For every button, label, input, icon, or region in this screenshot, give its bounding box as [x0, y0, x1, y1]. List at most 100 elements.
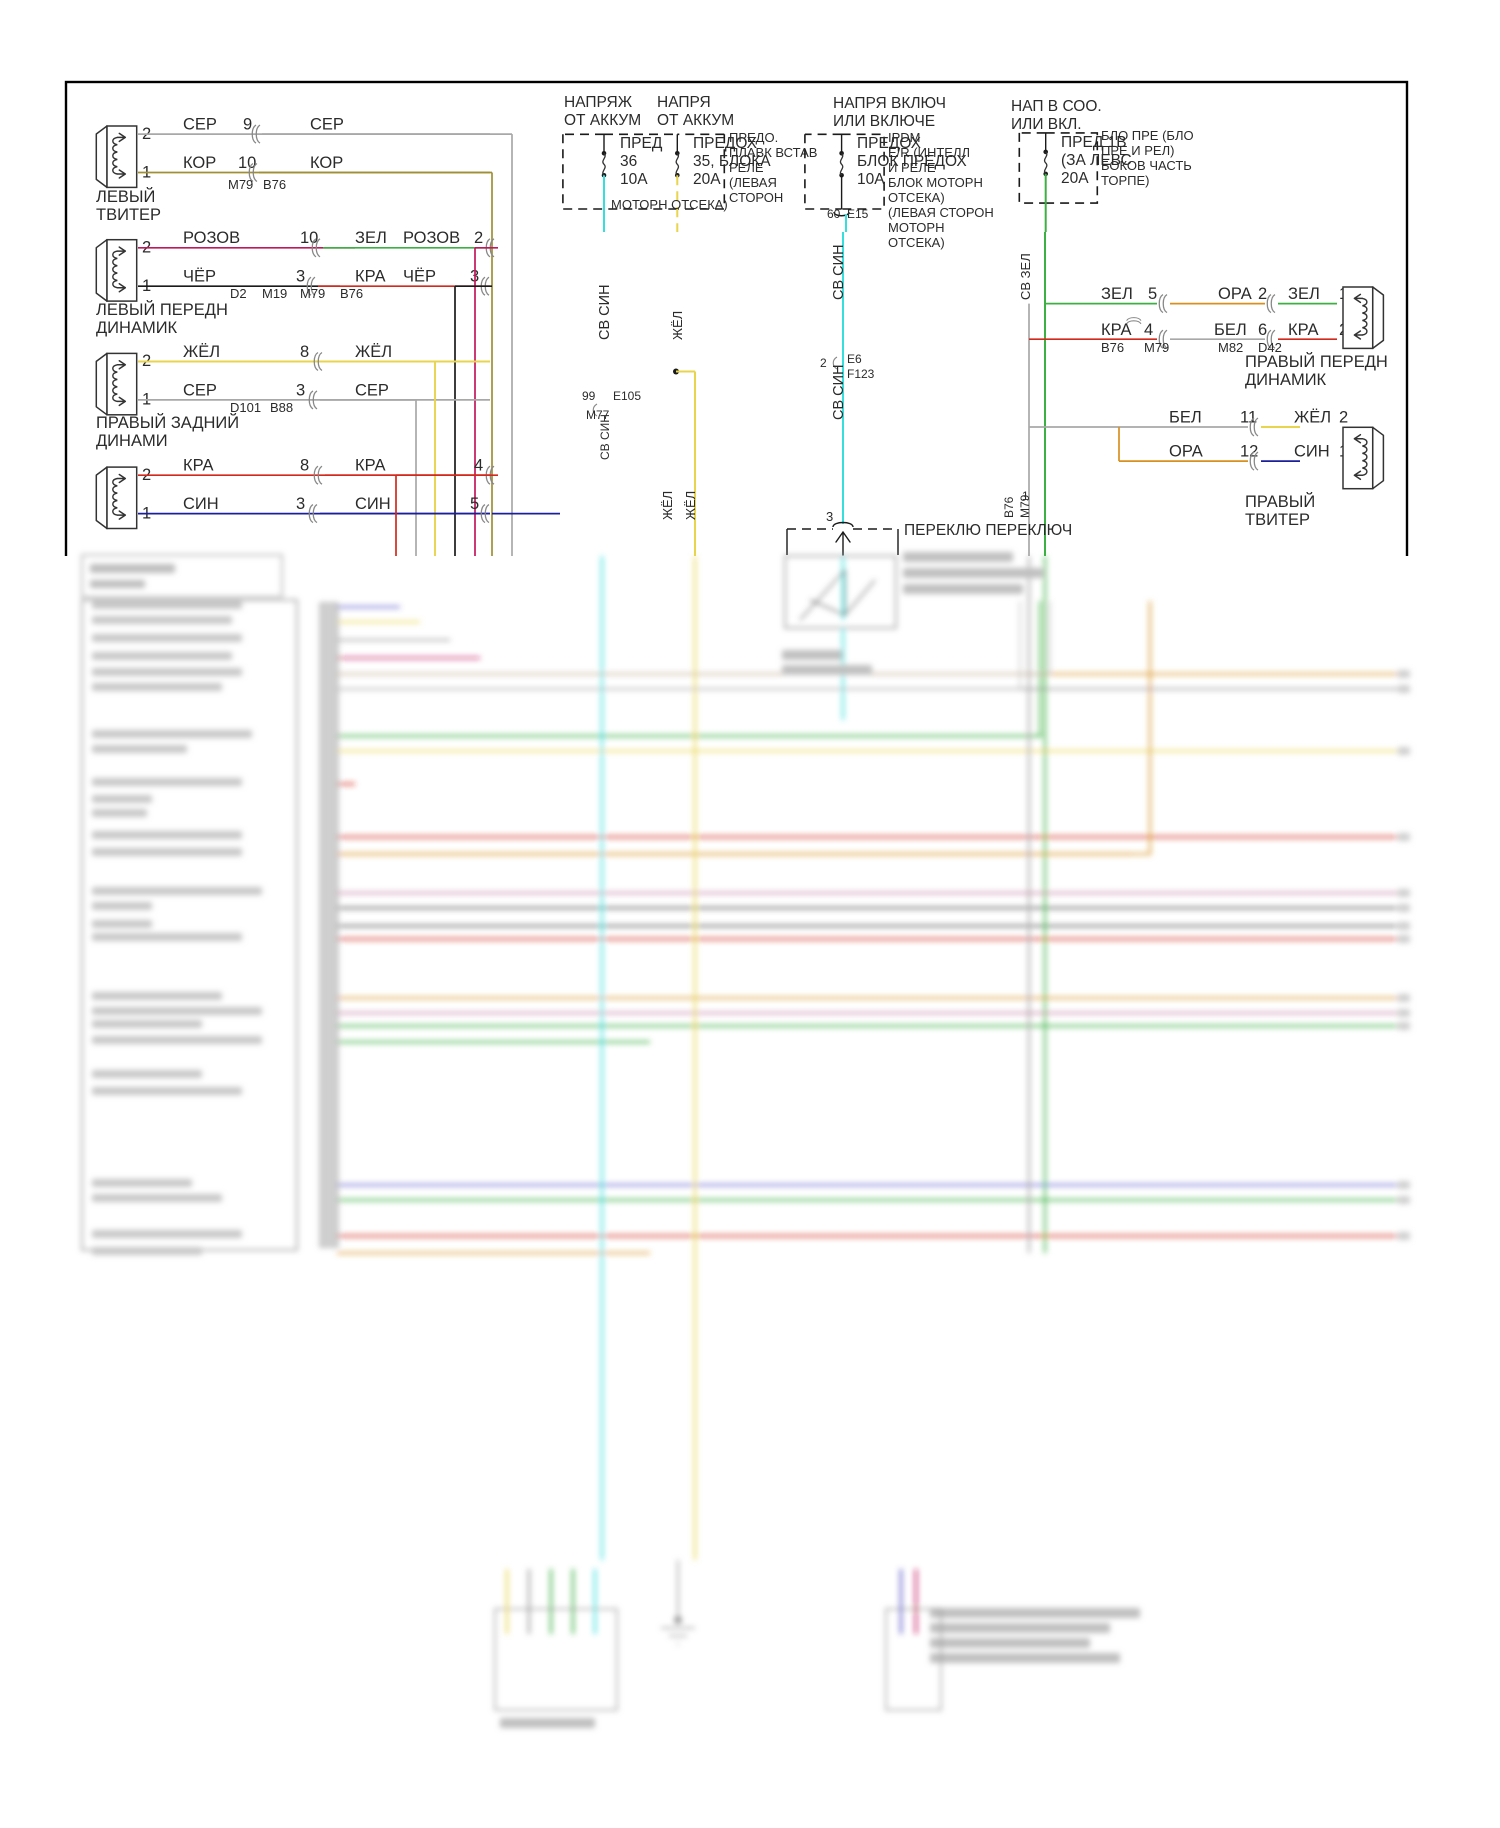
svg-text:СВ СИН: СВ СИН — [831, 244, 847, 300]
svg-text:ПРЕД: ПРЕД — [620, 135, 663, 152]
svg-text:ПРЕДО.: ПРЕДО. — [729, 130, 778, 145]
svg-text:10А: 10А — [857, 171, 885, 188]
svg-text:ЧЁР: ЧЁР — [183, 268, 216, 286]
svg-text:И РЕЛЕ: И РЕЛЕ — [888, 160, 936, 175]
svg-text:ОРА: ОРА — [1169, 443, 1203, 461]
svg-text:МОТОРН: МОТОРН — [888, 220, 944, 235]
svg-text:ОТСЕКА): ОТСЕКА) — [888, 235, 945, 250]
svg-text:ЖЁЛ: ЖЁЛ — [660, 491, 675, 520]
svg-text:D2: D2 — [230, 286, 247, 301]
svg-text:КРА: КРА — [355, 268, 386, 286]
svg-text:ОТСЕКА): ОТСЕКА) — [888, 190, 945, 205]
svg-text:БЛОК МОТОРН: БЛОК МОТОРН — [888, 175, 983, 190]
svg-text:НАПРЯ ВКЛЮЧ: НАПРЯ ВКЛЮЧ — [833, 95, 946, 112]
svg-text:КРА: КРА — [1288, 321, 1319, 339]
svg-text:B76: B76 — [263, 177, 286, 192]
svg-text:E15: E15 — [847, 207, 869, 221]
svg-text:ЖЁЛ: ЖЁЛ — [355, 343, 392, 361]
svg-text:2: 2 — [1339, 408, 1348, 426]
svg-text:ЛЕВЫЙ: ЛЕВЫЙ — [96, 187, 155, 206]
svg-text:МОТОРН ОТСЕКА): МОТОРН ОТСЕКА) — [611, 197, 728, 212]
svg-text:Е/R (ИНТЕЛЛ: Е/R (ИНТЕЛЛ — [888, 145, 970, 160]
svg-text:(ЛЕВАЯ СТОРОН: (ЛЕВАЯ СТОРОН — [888, 205, 994, 220]
svg-text:M79: M79 — [1144, 340, 1169, 355]
svg-text:НАПРЯЖ: НАПРЯЖ — [564, 94, 633, 111]
svg-text:КОР: КОР — [310, 154, 343, 172]
svg-text:20А: 20А — [1061, 170, 1089, 187]
svg-text:20А: 20А — [693, 171, 721, 188]
svg-text:ЖЁЛ: ЖЁЛ — [183, 343, 220, 361]
svg-text:КОР: КОР — [183, 154, 216, 172]
svg-text:M77: M77 — [586, 408, 610, 422]
svg-text:СИН: СИН — [183, 495, 219, 513]
svg-text:6: 6 — [1258, 321, 1267, 339]
svg-text:ЗЕЛ: ЗЕЛ — [355, 229, 387, 247]
svg-text:НАП В СОО.: НАП В СОО. — [1011, 98, 1102, 115]
svg-text:ЖЁЛ: ЖЁЛ — [670, 311, 685, 340]
svg-text:10: 10 — [300, 229, 318, 247]
svg-text:СЕР: СЕР — [310, 116, 344, 134]
svg-text:ТВИТЕР: ТВИТЕР — [1245, 511, 1310, 529]
svg-text:B88: B88 — [270, 400, 293, 415]
svg-text:СВ СИН: СВ СИН — [831, 364, 847, 420]
svg-text:8: 8 — [300, 343, 309, 361]
svg-text:КРА: КРА — [1101, 321, 1132, 339]
svg-text:ТОРПЕ): ТОРПЕ) — [1101, 173, 1149, 188]
svg-text:9: 9 — [243, 116, 252, 134]
svg-text:БЛО ПРЕ (БЛО: БЛО ПРЕ (БЛО — [1101, 128, 1194, 143]
svg-text:B76: B76 — [340, 286, 363, 301]
svg-text:ИЛИ ВКЛЮЧЕ: ИЛИ ВКЛЮЧЕ — [833, 113, 935, 130]
svg-text:СЕР: СЕР — [355, 381, 389, 399]
svg-text:СЕР: СЕР — [183, 381, 217, 399]
svg-text:РЕЛЕ: РЕЛЕ — [729, 160, 764, 175]
svg-text:2: 2 — [474, 229, 483, 247]
svg-text:КРА: КРА — [355, 457, 386, 475]
svg-text:8: 8 — [300, 457, 309, 475]
svg-text:ЧЁР: ЧЁР — [403, 268, 436, 286]
svg-text:ДИНАМИ: ДИНАМИ — [96, 432, 168, 450]
svg-text:КРА: КРА — [183, 457, 214, 475]
svg-text:ЛЕВЫЙ ПЕРЕДН: ЛЕВЫЙ ПЕРЕДН — [96, 300, 228, 319]
svg-text:10А: 10А — [620, 171, 648, 188]
svg-text:2: 2 — [820, 356, 827, 370]
svg-text:5: 5 — [1148, 285, 1157, 303]
svg-text:БЕЛ: БЕЛ — [1214, 321, 1247, 339]
svg-text:3: 3 — [296, 381, 305, 399]
svg-text:D101: D101 — [230, 400, 261, 415]
svg-text:ОРА: ОРА — [1218, 285, 1252, 303]
svg-text:ОТ АККУМ: ОТ АККУМ — [564, 112, 641, 129]
svg-text:3: 3 — [826, 509, 833, 524]
svg-text:E105: E105 — [613, 389, 641, 403]
svg-text:ЗЕЛ: ЗЕЛ — [1101, 285, 1133, 303]
svg-text:РОЗОВ: РОЗОВ — [183, 229, 240, 247]
svg-text:РОЗОВ: РОЗОВ — [403, 229, 460, 247]
svg-text:ПРЕ И РЕЛ): ПРЕ И РЕЛ) — [1101, 143, 1174, 158]
svg-text:36: 36 — [620, 153, 637, 170]
svg-text:НАПРЯ: НАПРЯ — [657, 94, 711, 111]
svg-text:5: 5 — [470, 495, 479, 513]
svg-text:СИН: СИН — [1294, 443, 1330, 461]
svg-text:4: 4 — [1144, 321, 1153, 339]
svg-text:M82: M82 — [1218, 340, 1243, 355]
svg-text:ПЕРЕКЛЮ ПЕРЕКЛЮЧ: ПЕРЕКЛЮ ПЕРЕКЛЮЧ — [904, 522, 1072, 539]
svg-text:2: 2 — [1258, 285, 1267, 303]
svg-text:3: 3 — [296, 268, 305, 286]
svg-text:ИЛИ ВКЛ.: ИЛИ ВКЛ. — [1011, 116, 1082, 133]
svg-text:(ЛЕВАЯ: (ЛЕВАЯ — [729, 175, 777, 190]
svg-text:3: 3 — [296, 495, 305, 513]
svg-text:СИН: СИН — [355, 495, 391, 513]
svg-text:12: 12 — [1240, 443, 1258, 461]
svg-text:M79: M79 — [300, 286, 325, 301]
svg-text:ПРАВЫЙ ПЕРЕДН: ПРАВЫЙ ПЕРЕДН — [1245, 352, 1388, 371]
svg-text:B76: B76 — [1002, 496, 1016, 518]
svg-text:1: 1 — [1022, 489, 1029, 503]
svg-text:M79: M79 — [228, 177, 253, 192]
svg-text:СЕР: СЕР — [183, 116, 217, 134]
svg-text:БЕЛ: БЕЛ — [1169, 408, 1202, 426]
svg-text:СТОРОН: СТОРОН — [729, 190, 783, 205]
svg-text:СВ ЗЕЛ: СВ ЗЕЛ — [1018, 253, 1033, 300]
svg-text:ТВИТЕР: ТВИТЕР — [96, 206, 161, 224]
svg-text:M19: M19 — [262, 286, 287, 301]
svg-text:4: 4 — [474, 457, 483, 475]
svg-text:БОКОВ ЧАСТЬ: БОКОВ ЧАСТЬ — [1101, 158, 1192, 173]
